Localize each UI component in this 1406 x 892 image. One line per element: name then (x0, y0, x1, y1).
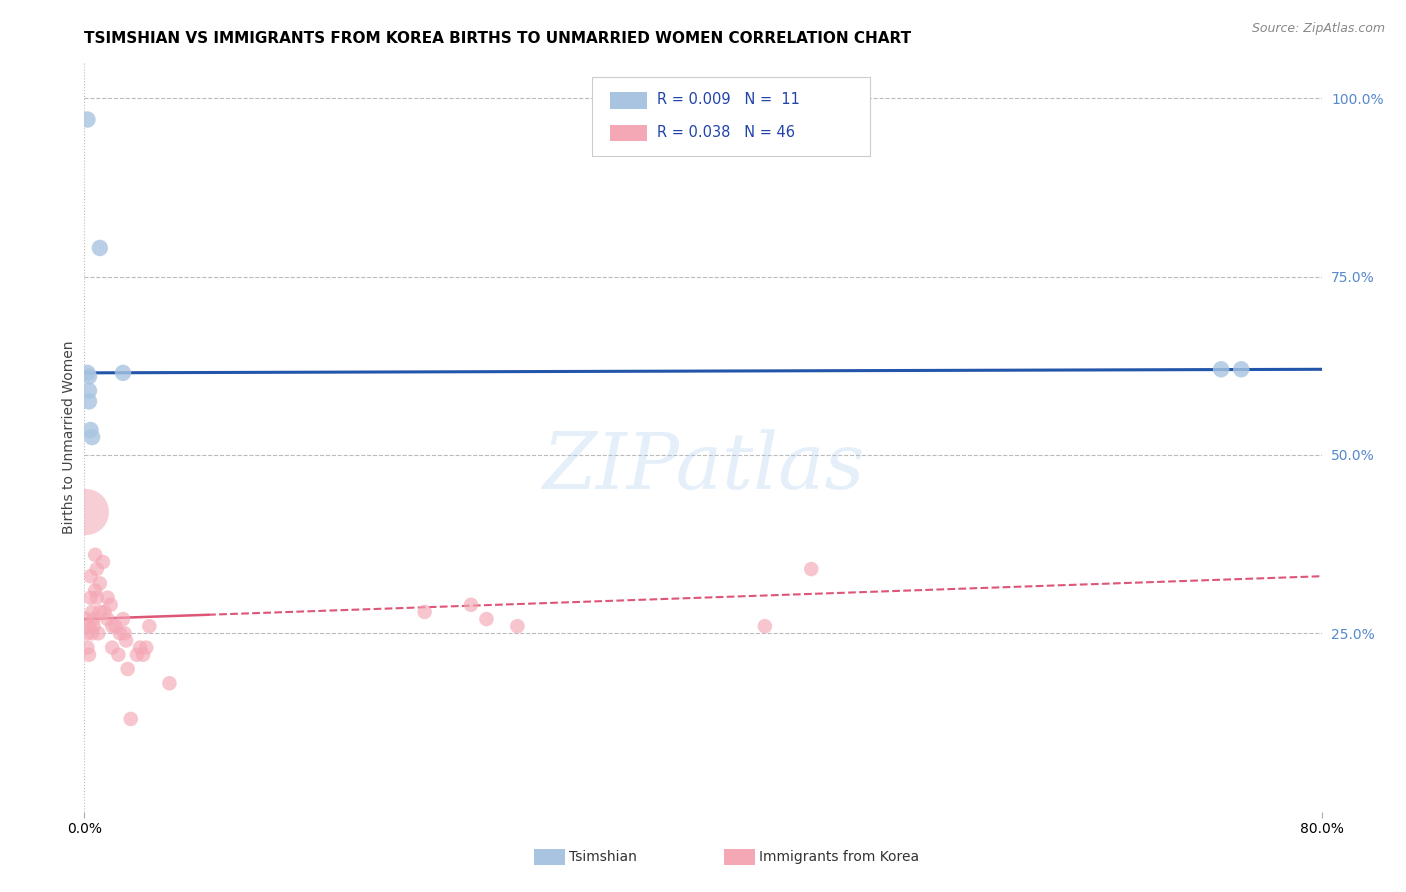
Point (135, 640, 157, 655)
Point (138, 619, 160, 633)
Point (125, 648, 148, 662)
Point (87, 626, 110, 640)
Point (159, 676, 181, 690)
Point (77, 394, 100, 409)
Point (86, 562, 108, 576)
Point (97, 612, 120, 626)
Point (89, 576, 111, 591)
Point (108, 626, 131, 640)
Point (104, 619, 127, 633)
Bar (610, 93, 647, 109)
Point (1230, 362, 1253, 376)
Point (112, 366, 135, 380)
Point (107, 648, 129, 662)
Point (506, 619, 529, 633)
Point (89, 241, 111, 255)
Point (460, 598, 482, 612)
Point (129, 640, 152, 655)
Point (100, 598, 122, 612)
Bar (610, 125, 647, 141)
Point (75, 612, 97, 626)
Point (91, 555, 114, 569)
Point (83, 619, 105, 633)
Point (89, 605, 111, 619)
Point (77, 384, 100, 398)
FancyBboxPatch shape (592, 78, 870, 156)
Point (76, 112, 98, 127)
Point (97, 591, 120, 605)
Point (114, 626, 136, 640)
Point (79, 423, 101, 437)
Point (76, 626, 98, 640)
Point (76, 640, 98, 655)
Point (120, 712, 142, 726)
Text: Immigrants from Korea: Immigrants from Korea (759, 850, 920, 864)
Point (754, 619, 776, 633)
Point (132, 648, 155, 662)
Point (475, 612, 498, 626)
Point (117, 662, 139, 676)
Point (77, 648, 100, 662)
Point (413, 605, 436, 619)
Point (93, 605, 115, 619)
Point (86, 591, 108, 605)
Point (1211, 362, 1233, 376)
Point (75, 505, 97, 519)
Text: Tsimshian: Tsimshian (569, 850, 637, 864)
Point (77, 619, 100, 633)
Point (101, 619, 124, 633)
Point (76, 366, 98, 380)
Point (77, 369, 100, 384)
Point (101, 640, 124, 655)
Point (79, 569, 101, 583)
Text: ZIPatlas: ZIPatlas (541, 429, 865, 505)
Point (82, 430, 104, 444)
Point (83, 612, 105, 626)
Point (800, 562, 823, 576)
Point (84, 548, 107, 562)
Text: Source: ZipAtlas.com: Source: ZipAtlas.com (1251, 22, 1385, 36)
Point (84, 583, 107, 598)
Text: R = 0.038   N = 46: R = 0.038 N = 46 (657, 125, 796, 140)
Point (115, 633, 138, 648)
Text: R = 0.009   N =  11: R = 0.009 N = 11 (657, 93, 800, 107)
Point (82, 605, 104, 619)
Y-axis label: Births to Unmarried Women: Births to Unmarried Women (62, 341, 76, 533)
Text: TSIMSHIAN VS IMMIGRANTS FROM KOREA BIRTHS TO UNMARRIED WOMEN CORRELATION CHART: TSIMSHIAN VS IMMIGRANTS FROM KOREA BIRTH… (84, 31, 911, 46)
Point (112, 612, 135, 626)
Point (79, 591, 101, 605)
Point (82, 626, 104, 640)
